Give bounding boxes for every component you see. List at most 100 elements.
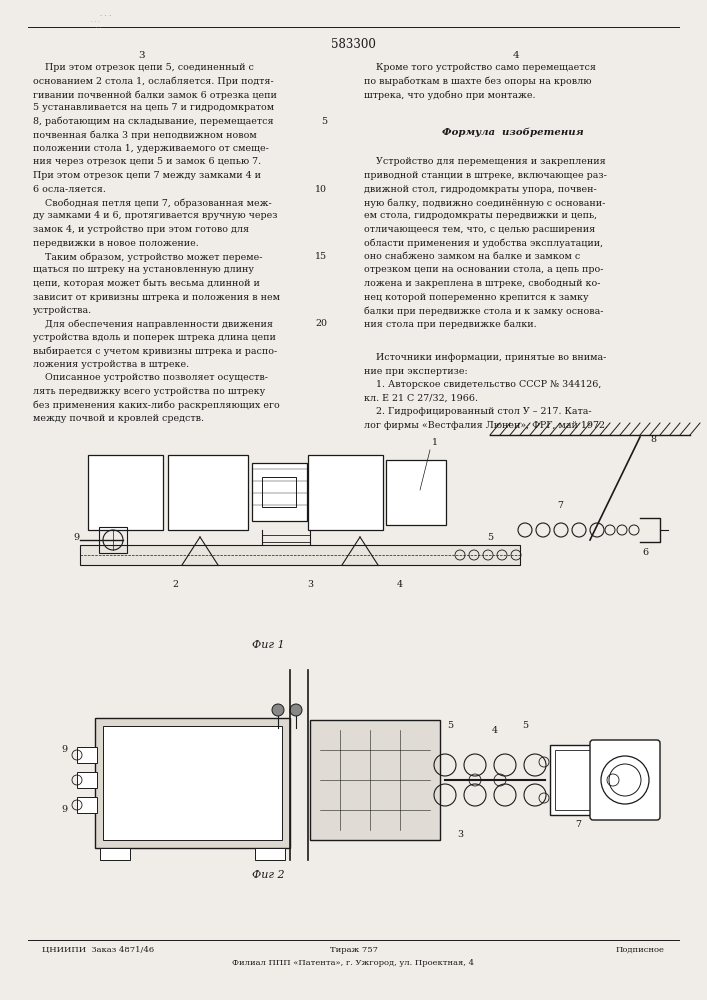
- Text: 7: 7: [575, 820, 581, 829]
- Bar: [555, 750, 600, 810]
- Text: 8, работающим на складывание, перемещается: 8, работающим на складывание, перемещает…: [33, 117, 273, 126]
- Text: 7: 7: [557, 501, 563, 510]
- Text: 3: 3: [457, 830, 463, 839]
- Text: ную балку, подвижно соединённую с основани-: ную балку, подвижно соединённую с основа…: [364, 198, 605, 208]
- Text: Кроме того устройство само перемещается: Кроме того устройство само перемещается: [364, 63, 596, 72]
- Text: выбирается с учетом кривизны штрека и распо-: выбирается с учетом кривизны штрека и ра…: [33, 347, 276, 356]
- Text: основанием 2 стола 1, ослабляется. При подтя-: основанием 2 стола 1, ослабляется. При п…: [33, 77, 274, 86]
- Text: Тираж 757: Тираж 757: [329, 946, 378, 954]
- Text: движной стол, гидродомкраты упора, почвен-: движной стол, гидродомкраты упора, почве…: [364, 184, 597, 194]
- Text: области применения и удобства эксплуатации,: области применения и удобства эксплуатац…: [364, 238, 603, 248]
- Text: 5 устанавливается на цепь 7 и гидродомкратом: 5 устанавливается на цепь 7 и гидродомкр…: [33, 104, 274, 112]
- Text: 3: 3: [307, 580, 313, 589]
- Text: 4: 4: [492, 726, 498, 735]
- Text: Таким образом, устройство может переме-: Таким образом, устройство может переме-: [33, 252, 262, 261]
- Text: устройства вдоль и поперек штрека длина цепи: устройства вдоль и поперек штрека длина …: [33, 333, 276, 342]
- Text: 20: 20: [315, 320, 327, 328]
- Text: 1: 1: [432, 438, 438, 447]
- Text: ду замками 4 и 6, протягивается вручную через: ду замками 4 и 6, протягивается вручную …: [33, 212, 277, 221]
- Text: Для обеспечения направленности движения: Для обеспечения направленности движения: [33, 320, 272, 329]
- Text: без применения каких-либо раскрепляющих его: без применения каких-либо раскрепляющих …: [33, 400, 279, 410]
- Bar: [95, 718, 290, 848]
- Text: 9: 9: [62, 746, 68, 754]
- Text: · · ·: · · ·: [100, 12, 112, 20]
- FancyBboxPatch shape: [590, 740, 660, 820]
- Text: 5: 5: [487, 533, 493, 542]
- Text: ем стола, гидродомкраты передвижки и цепь,: ем стола, гидродомкраты передвижки и цеп…: [364, 212, 597, 221]
- Text: 15: 15: [315, 252, 327, 261]
- Text: При этом отрезок цепи 7 между замками 4 и: При этом отрезок цепи 7 между замками 4 …: [33, 171, 260, 180]
- Text: 9: 9: [74, 534, 80, 542]
- Circle shape: [290, 704, 302, 716]
- Text: лять передвижку всего устройства по штреку: лять передвижку всего устройства по штре…: [33, 387, 265, 396]
- Text: кл. Е 21 С 27/32, 1966.: кл. Е 21 С 27/32, 1966.: [364, 394, 478, 403]
- Text: 2. Гидрофицированный стол У – 217. Ката-: 2. Гидрофицированный стол У – 217. Ката-: [364, 407, 592, 416]
- Text: Свободная петля цепи 7, образованная меж-: Свободная петля цепи 7, образованная меж…: [33, 198, 271, 208]
- Text: ЦНИИПИ  Заказ 4871/46: ЦНИИПИ Заказ 4871/46: [42, 946, 155, 954]
- Bar: [550, 745, 605, 815]
- Text: ложена и закреплена в штреке, свободный ко-: ложена и закреплена в штреке, свободный …: [364, 279, 601, 288]
- Text: Филиал ППП «Патента», г. Ужгород, ул. Проектная, 4: Филиал ППП «Патента», г. Ужгород, ул. Пр…: [233, 959, 474, 967]
- Text: Источники информации, принятые во внима-: Источники информации, принятые во внима-: [364, 353, 607, 362]
- Bar: [262, 477, 296, 507]
- Text: · · ·: · · ·: [91, 19, 100, 24]
- Text: Фиг 2: Фиг 2: [252, 870, 285, 880]
- Text: Устройство для перемещения и закрепления: Устройство для перемещения и закрепления: [364, 157, 606, 166]
- Text: 1. Авторское свидетельство СССР № 344126,: 1. Авторское свидетельство СССР № 344126…: [364, 380, 602, 389]
- Text: отрезком цепи на основании стола, а цепь про-: отрезком цепи на основании стола, а цепь…: [364, 265, 604, 274]
- Bar: [310, 720, 440, 840]
- Bar: [77, 772, 97, 788]
- Text: Подписное: Подписное: [616, 946, 665, 954]
- Bar: [100, 848, 130, 860]
- Text: 5: 5: [522, 721, 528, 730]
- Text: приводной станции в штреке, включающее раз-: приводной станции в штреке, включающее р…: [364, 171, 607, 180]
- Bar: [103, 726, 282, 840]
- Text: оно снабжено замком на балке и замком с: оно снабжено замком на балке и замком с: [364, 252, 580, 261]
- Bar: [255, 848, 285, 860]
- Text: 8: 8: [650, 435, 656, 444]
- Bar: [252, 463, 307, 521]
- Text: ния через отрезок цепи 5 и замок 6 цепью 7.: ния через отрезок цепи 5 и замок 6 цепью…: [33, 157, 261, 166]
- Text: передвижки в новое положение.: передвижки в новое положение.: [33, 238, 198, 247]
- Text: 5: 5: [447, 721, 453, 730]
- Bar: [168, 455, 248, 530]
- Bar: [88, 455, 163, 530]
- Text: ния стола при передвижке балки.: ния стола при передвижке балки.: [364, 320, 537, 329]
- Text: 3: 3: [138, 51, 145, 60]
- Text: замок 4, и устройство при этом готово для: замок 4, и устройство при этом готово дл…: [33, 225, 249, 234]
- Text: устройства.: устройства.: [33, 306, 92, 315]
- Bar: [308, 455, 383, 530]
- Text: 583300: 583300: [331, 38, 376, 51]
- Text: гивании почвенной балки замок 6 отрезка цепи: гивании почвенной балки замок 6 отрезка …: [33, 90, 276, 100]
- Text: зависит от кривизны штрека и положения в нем: зависит от кривизны штрека и положения в…: [33, 292, 279, 302]
- Text: щаться по штреку на установленную длину: щаться по штреку на установленную длину: [33, 265, 254, 274]
- Text: При этом отрезок цепи 5, соединенный с: При этом отрезок цепи 5, соединенный с: [33, 63, 253, 72]
- Text: ложения устройства в штреке.: ложения устройства в штреке.: [33, 360, 189, 369]
- Text: нец которой попеременно крепится к замку: нец которой попеременно крепится к замку: [364, 292, 589, 302]
- Text: штрека, что удобно при монтаже.: штрека, что удобно при монтаже.: [364, 90, 536, 100]
- Circle shape: [272, 704, 284, 716]
- Text: 5: 5: [321, 117, 327, 126]
- Text: 6: 6: [642, 548, 648, 557]
- Bar: [99, 527, 127, 553]
- Text: · ·: · ·: [96, 25, 102, 30]
- Text: между почвой и кровлей средств.: между почвой и кровлей средств.: [33, 414, 204, 423]
- Text: 10: 10: [315, 184, 327, 194]
- Text: балки при передвижке стола и к замку основа-: балки при передвижке стола и к замку осн…: [364, 306, 604, 316]
- Bar: [77, 747, 97, 763]
- Bar: [80, 545, 520, 565]
- Text: 4: 4: [397, 580, 403, 589]
- Text: Формула  изобретения: Формула изобретения: [442, 128, 583, 137]
- Text: отличающееся тем, что, с целью расширения: отличающееся тем, что, с целью расширени…: [364, 225, 595, 234]
- Text: положении стола 1, удерживаемого от смеще-: положении стола 1, удерживаемого от смещ…: [33, 144, 269, 153]
- Text: 6 осла­ляется.: 6 осла­ляется.: [33, 184, 105, 194]
- Text: Фиг 1: Фиг 1: [252, 640, 285, 650]
- Text: по выработкам в шахте без опоры на кровлю: по выработкам в шахте без опоры на кровл…: [364, 77, 592, 86]
- Text: 4: 4: [513, 51, 520, 60]
- Bar: [386, 460, 446, 525]
- Text: лог фирмы «Вестфалия Люнен», ФРГ, май 1972.: лог фирмы «Вестфалия Люнен», ФРГ, май 19…: [364, 421, 608, 430]
- Text: цепи, которая может быть весьма длинной и: цепи, которая может быть весьма длинной …: [33, 279, 259, 288]
- Text: Описанное устройство позволяет осуществ-: Описанное устройство позволяет осуществ-: [33, 373, 267, 382]
- Text: почвенная балка 3 при неподвижном новом: почвенная балка 3 при неподвижном новом: [33, 130, 256, 140]
- Text: 2: 2: [172, 580, 178, 589]
